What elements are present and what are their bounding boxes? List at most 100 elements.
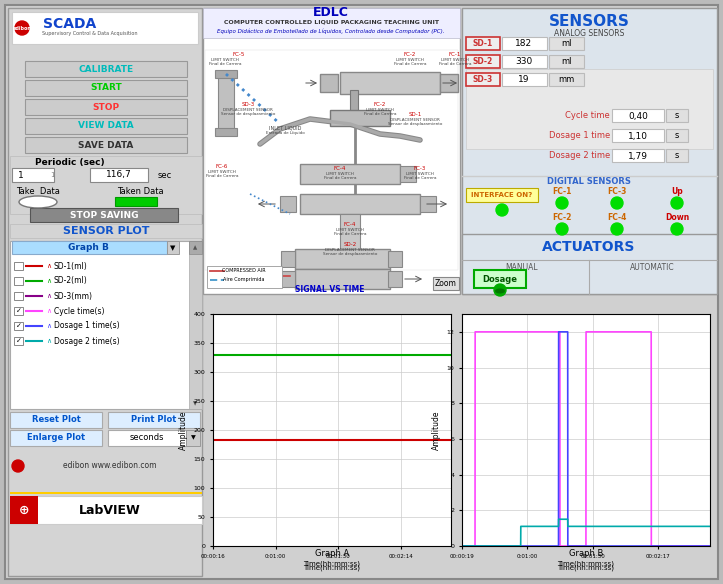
Text: SD-2(ml): SD-2(ml) — [54, 276, 87, 286]
Text: mm: mm — [558, 75, 574, 85]
Text: edibon: edibon — [12, 26, 31, 30]
Text: ⊕: ⊕ — [19, 503, 29, 516]
Text: EDLC: EDLC — [313, 5, 349, 19]
Bar — [25, 99, 187, 115]
Text: ml: ml — [561, 57, 571, 67]
Text: Graph B: Graph B — [569, 550, 603, 558]
Text: 19: 19 — [518, 75, 530, 85]
Y-axis label: Amplitude: Amplitude — [179, 410, 188, 450]
Text: ▼: ▼ — [193, 402, 197, 406]
Bar — [300, 194, 420, 214]
Bar — [108, 412, 200, 428]
Text: LIMIT SWITCH: LIMIT SWITCH — [441, 58, 469, 62]
Bar — [462, 234, 717, 294]
Circle shape — [496, 204, 508, 216]
Text: Equipo Didáctico de Embotellado de Líquidos, Controlado desde Computador (PC).: Equipo Didáctico de Embotellado de Líqui… — [217, 28, 445, 34]
Text: Final de Carrera: Final de Carrera — [209, 62, 241, 66]
Text: Dosage 2 time(s): Dosage 2 time(s) — [54, 336, 119, 346]
Text: Final de Carrera: Final de Carrera — [206, 174, 239, 178]
Text: ∧: ∧ — [46, 308, 51, 314]
Bar — [549, 55, 584, 68]
Bar — [14, 262, 23, 270]
Text: Reset Plot: Reset Plot — [32, 415, 80, 425]
Text: Entrada de Líquido: Entrada de Líquido — [265, 131, 304, 135]
Text: edibon www.edibon.com: edibon www.edibon.com — [63, 461, 157, 471]
Text: DISPLACEMENT SENSOR: DISPLACEMENT SENSOR — [325, 248, 375, 252]
Circle shape — [12, 460, 24, 472]
Text: COMPUTER CONTROLLED LIQUID PACKAGING TEACHING UNIT: COMPUTER CONTROLLED LIQUID PACKAGING TEA… — [223, 19, 439, 25]
Text: sec: sec — [158, 171, 172, 179]
Text: 0,40: 0,40 — [628, 112, 648, 120]
Bar — [474, 270, 526, 288]
Bar — [666, 129, 688, 142]
Text: Cycle time: Cycle time — [565, 112, 610, 120]
Text: Cycle time(s): Cycle time(s) — [54, 307, 105, 315]
Bar — [295, 269, 390, 289]
Bar — [25, 137, 187, 153]
Text: 1,79: 1,79 — [628, 151, 648, 161]
Circle shape — [671, 223, 683, 235]
Text: FC-2: FC-2 — [404, 51, 416, 57]
Text: INLET LIQUID: INLET LIQUID — [269, 126, 301, 130]
Text: Enlarge Plot: Enlarge Plot — [27, 433, 85, 443]
Text: LIMIT SWITCH: LIMIT SWITCH — [336, 228, 364, 232]
Bar — [10, 492, 202, 494]
Text: FC-4: FC-4 — [334, 165, 346, 171]
Text: SD-1: SD-1 — [408, 112, 422, 116]
Text: seconds: seconds — [129, 433, 164, 443]
Text: SD-3: SD-3 — [241, 102, 254, 106]
Text: Supervisory Control & Data Acquisition: Supervisory Control & Data Acquisition — [42, 30, 138, 36]
Text: STOP SAVING: STOP SAVING — [69, 210, 138, 220]
Bar — [203, 8, 460, 38]
Bar — [14, 277, 23, 285]
Text: LIMIT SWITCH: LIMIT SWITCH — [366, 108, 394, 112]
Text: Aire Comprimida: Aire Comprimida — [223, 277, 265, 283]
Text: ▼: ▼ — [191, 436, 195, 440]
X-axis label: Time(hh:mm:ss): Time(hh:mm:ss) — [557, 564, 615, 571]
Ellipse shape — [19, 196, 57, 208]
Text: COMPRESSED AIR: COMPRESSED AIR — [222, 269, 266, 273]
Bar — [295, 249, 390, 269]
Bar — [612, 149, 664, 162]
Bar — [12, 168, 54, 182]
Text: 1: 1 — [18, 171, 24, 179]
Text: Final de Carrera: Final de Carrera — [364, 112, 396, 116]
Text: ✓: ✓ — [16, 308, 22, 314]
Text: ▼: ▼ — [171, 245, 176, 251]
Text: SENSOR PLOT: SENSOR PLOT — [63, 226, 149, 236]
Text: ACTUATORS: ACTUATORS — [542, 240, 636, 254]
Bar — [8, 8, 202, 576]
Text: SD-2: SD-2 — [343, 242, 356, 246]
Text: AUTOMATIC: AUTOMATIC — [630, 262, 675, 272]
Bar — [25, 61, 187, 77]
Bar — [30, 208, 178, 222]
Text: Sensor de desplazamiento: Sensor de desplazamiento — [388, 122, 442, 126]
Bar — [189, 241, 202, 409]
Bar — [189, 241, 202, 254]
Text: FC-6: FC-6 — [215, 164, 228, 169]
Bar — [10, 412, 102, 428]
Text: ANALOG SENSORS: ANALOG SENSORS — [554, 30, 624, 39]
Text: s: s — [675, 131, 679, 141]
Text: SCADA: SCADA — [43, 17, 97, 31]
Bar — [388, 271, 402, 287]
Circle shape — [15, 21, 29, 35]
Bar — [115, 197, 157, 206]
X-axis label: Time(hh:mm:ss): Time(hh:mm:ss) — [304, 564, 361, 571]
Text: ✓: ✓ — [16, 338, 22, 344]
Bar — [462, 8, 717, 294]
Text: Final de Carrera: Final de Carrera — [394, 62, 427, 66]
Text: Final de Carrera: Final de Carrera — [334, 232, 367, 236]
Text: 182: 182 — [515, 40, 533, 48]
Text: Zoom: Zoom — [435, 280, 457, 288]
Bar — [433, 277, 459, 290]
Text: Dosage 1 time: Dosage 1 time — [549, 131, 610, 141]
Bar — [502, 73, 547, 86]
Text: SIGNAL VS TIME: SIGNAL VS TIME — [295, 286, 364, 294]
Ellipse shape — [495, 288, 505, 294]
Bar — [340, 214, 360, 249]
Text: 116,7: 116,7 — [106, 171, 132, 179]
Text: FC-4: FC-4 — [344, 221, 356, 227]
Text: FC-2: FC-2 — [552, 213, 572, 221]
Text: DIGITAL SENSORS: DIGITAL SENSORS — [547, 178, 631, 186]
